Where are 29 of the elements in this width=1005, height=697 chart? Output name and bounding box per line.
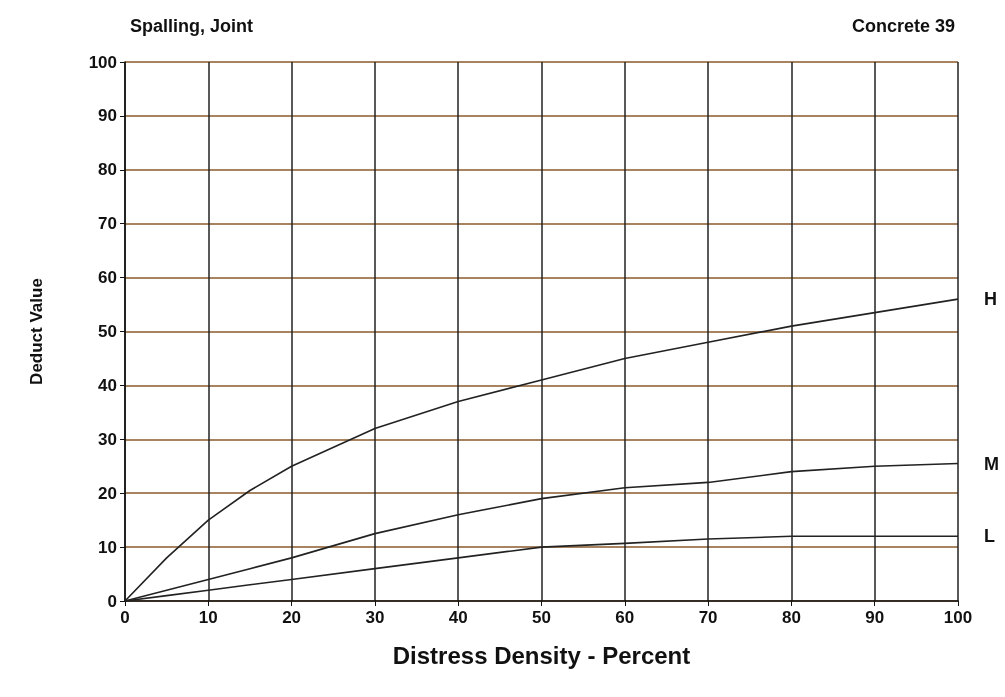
x-tick-label: 40 — [448, 608, 468, 627]
y-tick-label: 0 — [107, 591, 117, 611]
y-tick-label: 60 — [98, 268, 117, 288]
chart-title: Spalling, Joint — [130, 16, 254, 36]
y-tick-label: 30 — [98, 429, 117, 449]
x-tick-label: 80 — [781, 608, 801, 627]
y-tick-label: 50 — [98, 322, 117, 341]
x-tick-label: 60 — [615, 608, 635, 627]
x-tick-label: 50 — [532, 608, 551, 627]
series-label: H — [984, 289, 997, 310]
y-axis-title: Deduct Value — [27, 278, 46, 385]
x-tick-label: 90 — [865, 608, 885, 627]
y-tick-label: 80 — [98, 160, 117, 180]
x-tick-label: 0 — [120, 608, 130, 627]
y-tick-label: 20 — [98, 483, 117, 503]
x-tick-label: 70 — [698, 608, 718, 627]
x-tick-label: 100 — [943, 608, 973, 627]
y-tick-label: 10 — [98, 537, 117, 557]
y-tick-label: 70 — [98, 214, 117, 234]
y-tick-label: 40 — [98, 375, 117, 395]
y-tick-label: 100 — [88, 52, 117, 72]
y-tick-label: 90 — [98, 106, 117, 126]
chart-subtitle: Concrete 39 — [851, 16, 955, 36]
x-axis-title: Distress Density - Percent — [392, 641, 691, 669]
x-tick-label: 10 — [198, 608, 218, 627]
x-tick-label: 30 — [365, 608, 385, 627]
series-label: M — [984, 453, 999, 474]
series-label: L — [984, 526, 995, 547]
x-tick-label: 20 — [282, 608, 302, 627]
